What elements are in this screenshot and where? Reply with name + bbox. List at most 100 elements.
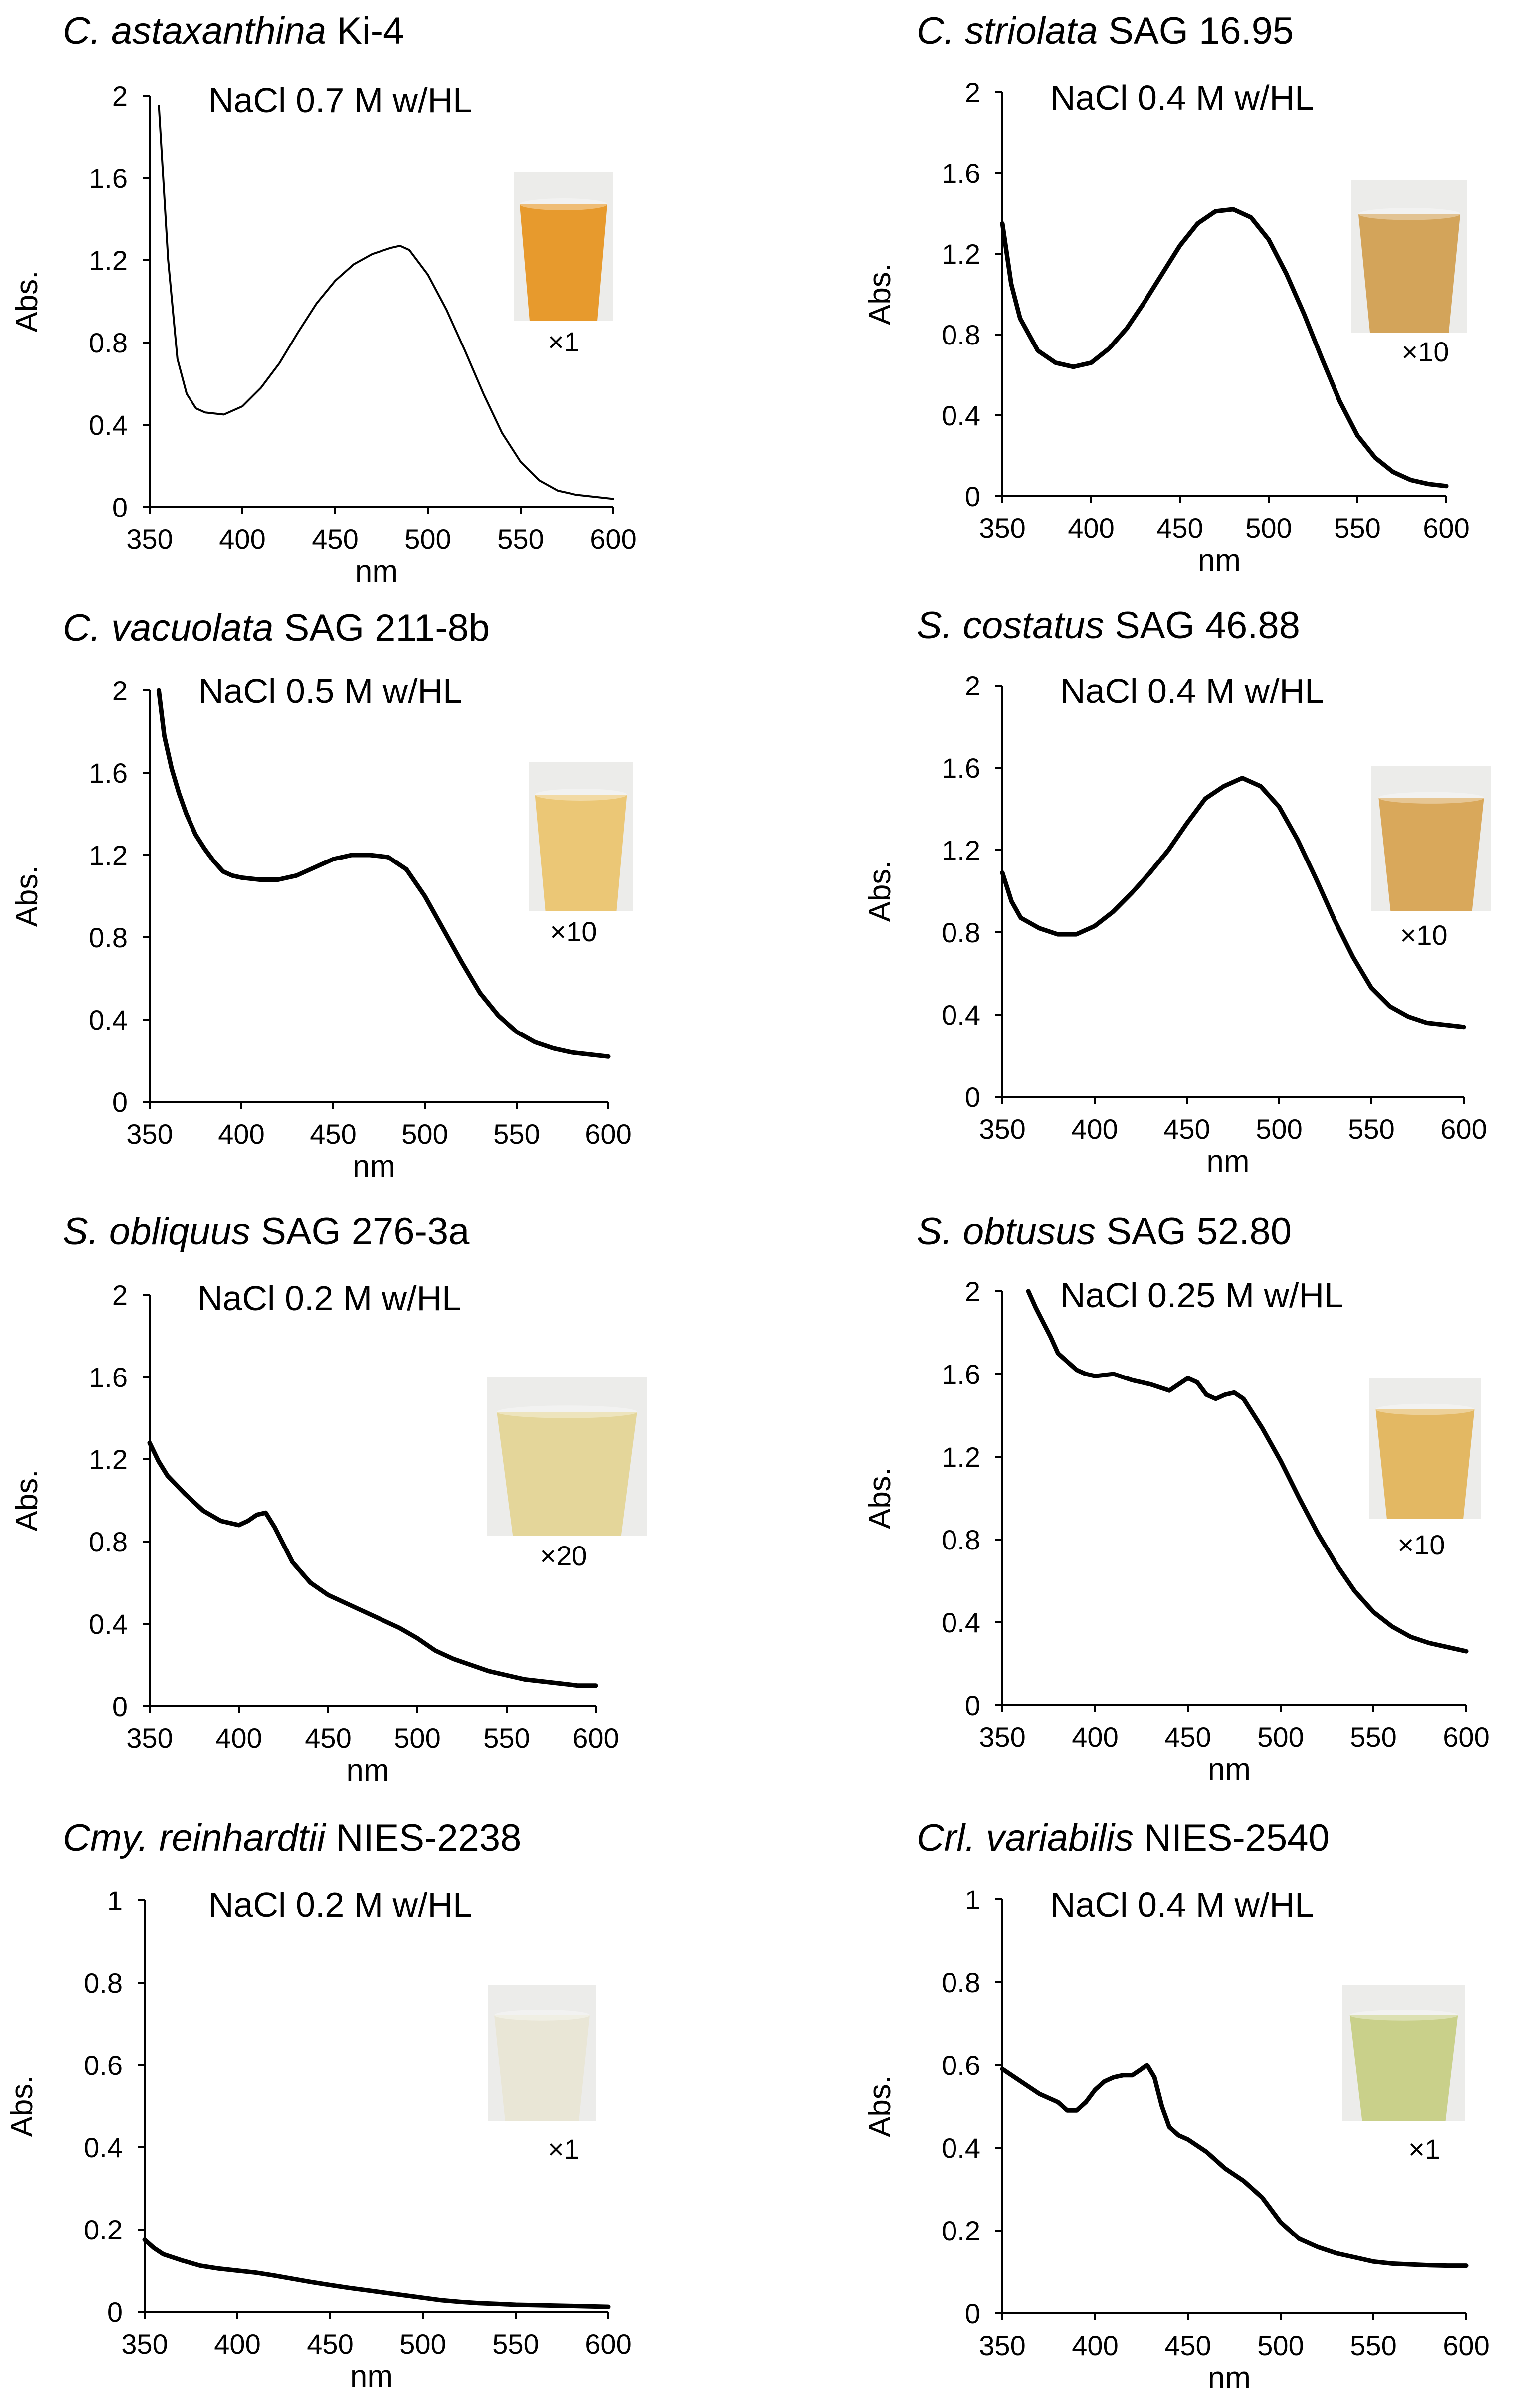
x-tick-label: 600 (1440, 1113, 1487, 1145)
x-tick-label: 550 (1350, 2330, 1396, 2361)
y-tick-label: 0.4 (942, 400, 980, 431)
absorbance-series-line (158, 105, 614, 500)
y-tick-label: 0.4 (942, 2132, 980, 2164)
x-axis-label: nm (350, 2359, 393, 2394)
condition-label: NaCl 0.4 M w/HL (1050, 1886, 1314, 1924)
y-tick-label: 1.2 (89, 1444, 128, 1475)
sample-liquid (1349, 2015, 1458, 2121)
y-axis-label: Abs. (863, 1467, 897, 1529)
x-tick-label: 600 (1443, 2330, 1489, 2361)
title-strain: SAG 16.95 (1098, 10, 1294, 52)
x-tick-label: 550 (1348, 1113, 1394, 1145)
y-tick-label: 0 (112, 1086, 128, 1118)
x-tick-label: 600 (573, 1722, 619, 1754)
sample-tube-photo (488, 1985, 596, 2121)
y-axis-label: Abs. (10, 1469, 44, 1531)
title-species: S. obtusus (917, 1210, 1096, 1253)
liquid-meniscus (1349, 2009, 1458, 2021)
y-tick-label: 0.8 (89, 327, 128, 358)
x-axis-label: nm (1198, 543, 1241, 578)
x-tick-label: 550 (493, 1118, 540, 1150)
x-axis-label: nm (1206, 1144, 1249, 1179)
y-axis-label: Abs. (5, 2075, 39, 2137)
chart-title: C. striolata SAG 16.95 (917, 10, 1294, 52)
liquid-meniscus (1378, 792, 1484, 804)
chart-2: C. striolata SAG 16.95 NaCl 0.4 M w/HL 0 0.… (863, 10, 1470, 578)
x-tick-label: 550 (492, 2328, 539, 2360)
x-tick-label: 450 (1163, 1113, 1210, 1145)
y-tick-label: 1.2 (942, 238, 980, 270)
title-species: S. costatus (917, 604, 1104, 647)
condition-label: NaCl 0.5 M w/HL (198, 672, 462, 710)
y-axis-label: Abs. (863, 860, 897, 922)
x-tick-label: 350 (979, 2330, 1025, 2361)
x-tick-label: 400 (1068, 513, 1114, 544)
y-tick-label: 0.4 (89, 409, 128, 441)
dilution-label: ×1 (548, 326, 579, 357)
x-tick-label: 350 (121, 2328, 168, 2360)
chart-title: S. costatus SAG 46.88 (917, 604, 1300, 647)
y-tick-label: 1.2 (89, 245, 128, 276)
y-tick-label: 1 (107, 1885, 123, 1916)
chart-5: S. obliquus SAG 276-3a NaCl 0.2 M w/HL 0 0.… (10, 1210, 647, 1788)
title-strain: NIES-2540 (1134, 1817, 1330, 1859)
x-tick-label: 350 (126, 1118, 173, 1150)
y-axis-label: Abs. (10, 270, 44, 332)
x-axis-label: nm (1208, 2361, 1251, 2395)
absorbance-series-line (147, 1440, 598, 1688)
dilution-label: ×10 (1400, 919, 1448, 951)
sample-tube-photo (487, 1377, 647, 1536)
dilution-label: ×20 (540, 1540, 587, 1571)
sample-liquid (535, 795, 627, 911)
x-axis-label: nm (355, 554, 398, 589)
y-tick-label: 1.6 (942, 158, 980, 189)
x-tick-label: 450 (307, 2328, 353, 2360)
x-tick-label: 600 (585, 2328, 631, 2360)
y-tick-label: 0 (965, 1081, 980, 1113)
title-strain: SAG 211-8b (273, 607, 490, 649)
dilution-label: ×10 (550, 916, 597, 947)
absorbance-series-line (142, 2237, 611, 2309)
x-tick-label: 350 (126, 1722, 173, 1754)
x-axis-label: nm (1208, 1752, 1251, 1787)
title-species: S. obliquus (63, 1210, 250, 1253)
title-species: C. vacuolata (63, 607, 273, 649)
chart-title: S. obliquus SAG 276-3a (63, 1210, 470, 1253)
sample-tube-photo (1371, 766, 1491, 911)
chart-title: Crl. variabilis NIES-2540 (917, 1817, 1330, 1859)
condition-label: NaCl 0.7 M w/HL (208, 81, 472, 120)
x-tick-label: 550 (497, 523, 544, 555)
absorbance-series-line (1026, 1289, 1469, 1654)
sample-tube-photo (529, 762, 633, 911)
chart-title: Cmy. reinhardtii NIES-2238 (63, 1817, 521, 1859)
title-species: C. striolata (917, 10, 1098, 52)
dilution-label: ×10 (1402, 336, 1449, 367)
x-tick-label: 400 (1072, 1721, 1118, 1753)
x-tick-label: 400 (1072, 2330, 1118, 2361)
y-tick-label: 0.8 (942, 319, 980, 350)
chart-8: Crl. variabilis NIES-2540 NaCl 0.4 M w/HL… (863, 1817, 1490, 2395)
y-tick-label: 0.4 (942, 999, 980, 1031)
y-tick-label: 2 (112, 675, 128, 706)
chart-title: C. vacuolata SAG 211-8b (63, 607, 490, 649)
x-tick-label: 500 (399, 2328, 446, 2360)
x-tick-label: 350 (979, 1721, 1025, 1753)
sample-liquid (1375, 1409, 1475, 1519)
y-tick-label: 0 (107, 2296, 123, 2328)
x-tick-label: 600 (1443, 1721, 1489, 1753)
y-tick-label: 1.6 (89, 163, 128, 194)
y-tick-label: 0.6 (942, 2050, 980, 2081)
liquid-meniscus (497, 1405, 637, 1418)
title-species: Cmy. reinhardtii (63, 1817, 327, 1859)
sample-tube-photo (514, 172, 613, 321)
title-strain: SAG 276-3a (250, 1210, 470, 1253)
x-tick-label: 600 (585, 1118, 631, 1150)
title-strain: SAG 52.80 (1096, 1210, 1292, 1253)
chart-6: S. obtusus SAG 52.80 NaCl 0.25 M w/HL 0 0.4… (863, 1210, 1490, 1787)
dilution-label: ×10 (1398, 1529, 1445, 1560)
x-tick-label: 600 (1423, 513, 1469, 544)
x-tick-label: 350 (126, 523, 173, 555)
condition-label: NaCl 0.4 M w/HL (1060, 672, 1324, 710)
y-axis-label: Abs. (863, 263, 897, 325)
y-tick-label: 0.8 (84, 1967, 123, 1999)
